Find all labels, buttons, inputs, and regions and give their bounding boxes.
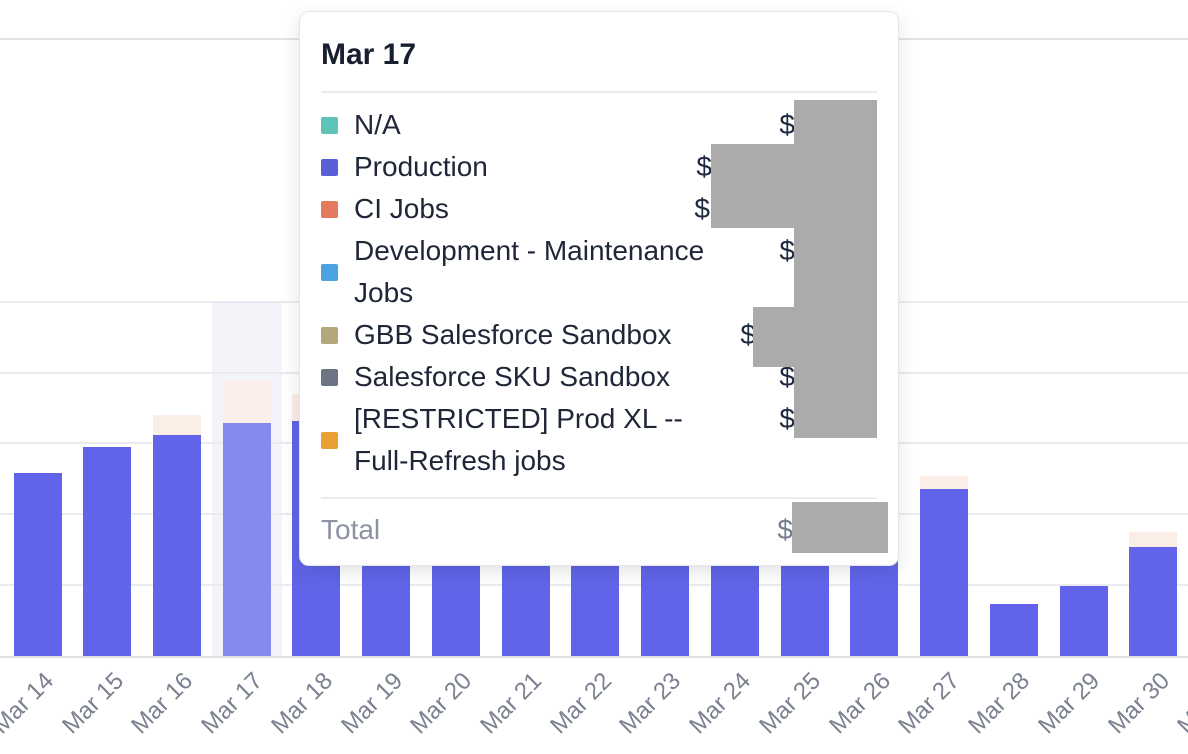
bar-ci-cap-mar-16[interactable] <box>152 415 201 435</box>
bar-mar-14[interactable] <box>13 473 62 656</box>
x-axis-label: Mar 31 <box>1172 667 1188 740</box>
x-axis-label: Mar 14 <box>0 667 59 740</box>
tooltip-series-value-prefix: $ <box>740 319 756 350</box>
series-color-swatch-icon <box>321 200 338 218</box>
bar-mar-28[interactable] <box>989 604 1038 656</box>
x-axis-label: Mar 18 <box>265 667 338 740</box>
tooltip-total-label: Total <box>321 514 381 545</box>
bar-ci-cap-mar-30[interactable] <box>1129 532 1178 547</box>
x-axis-label: Mar 25 <box>754 667 827 740</box>
tooltip-series-row: Development - Maintenance Jobs $ <box>321 230 877 314</box>
tooltip-series-label: GBB Salesforce Sandbox <box>354 319 672 350</box>
tooltip-series-row: CI Jobs $ <box>321 188 877 230</box>
bar-ci-cap-mar-17[interactable] <box>222 380 271 423</box>
tooltip-series-row: N/A $ <box>321 104 877 146</box>
x-axis-label: Mar 26 <box>823 667 896 740</box>
x-axis-label: Mar 30 <box>1102 667 1175 740</box>
tooltip-total-value-prefix: $ <box>777 514 793 545</box>
tooltip-series-value-prefix: $ <box>779 403 795 434</box>
x-axis-line <box>0 656 1188 658</box>
x-axis-label: Mar 29 <box>1033 667 1105 740</box>
x-axis-label: Mar 23 <box>614 667 687 740</box>
x-axis-label: Mar 19 <box>335 667 408 740</box>
redaction-box <box>753 307 794 367</box>
redaction-box <box>794 100 877 438</box>
bar-mar-17[interactable] <box>222 423 271 656</box>
tooltip-series-row: GBB Salesforce Sandbox $ <box>321 314 877 356</box>
tooltip-title: Mar 17 <box>321 38 417 71</box>
series-color-swatch-icon <box>321 326 338 344</box>
x-axis-label: Mar 28 <box>963 667 1036 740</box>
tooltip-divider <box>321 497 877 499</box>
tooltip-series-value-prefix: $ <box>696 151 712 182</box>
bar-mar-29[interactable] <box>1059 586 1108 656</box>
tooltip-series-label: Production <box>354 151 488 182</box>
bar-mar-15[interactable] <box>83 447 132 656</box>
series-color-swatch-icon <box>321 116 338 134</box>
redaction-box <box>792 502 888 553</box>
x-axis-label: Mar 22 <box>544 667 617 740</box>
tooltip-series-list: N/A $ Production $ CI Jobs $ Development - Mai… <box>321 104 877 482</box>
tooltip-series-value-prefix: $ <box>779 361 795 392</box>
tooltip-series-label: N/A <box>354 109 401 140</box>
tooltip-series-row: Production $ <box>321 146 877 188</box>
bar-ci-cap-mar-27[interactable] <box>920 476 969 489</box>
tooltip-divider <box>321 91 877 93</box>
x-axis-label: Mar 24 <box>684 667 757 740</box>
tooltip-total-row: Total $ <box>321 509 877 551</box>
tooltip-series-value-prefix: $ <box>694 193 710 224</box>
tooltip-series-label: [RESTRICTED] Prod XL -- Full-Refresh job… <box>354 403 683 476</box>
tooltip-series-label: Development - Maintenance Jobs <box>354 235 705 308</box>
tooltip-series-value-prefix: $ <box>779 235 795 266</box>
series-color-swatch-icon <box>321 431 338 449</box>
x-axis-label: Mar 27 <box>893 667 966 740</box>
bar-mar-27[interactable] <box>920 489 969 656</box>
bar-mar-16[interactable] <box>152 435 201 656</box>
bar-mar-30[interactable] <box>1129 547 1178 656</box>
series-color-swatch-icon <box>321 368 338 386</box>
tooltip-series-row: [RESTRICTED] Prod XL -- Full-Refresh job… <box>321 398 877 482</box>
x-axis-label: Mar 15 <box>56 667 129 740</box>
x-axis-label: Mar 17 <box>196 667 269 740</box>
series-color-swatch-icon <box>321 263 338 281</box>
x-axis-label: Mar 21 <box>475 667 548 740</box>
tooltip-series-label: CI Jobs <box>354 193 449 224</box>
x-axis-label: Mar 16 <box>126 667 199 740</box>
x-axis-label: Mar 20 <box>405 667 478 740</box>
series-color-swatch-icon <box>321 158 338 176</box>
redaction-box <box>711 144 794 228</box>
tooltip-series-row: Salesforce SKU Sandbox $ <box>321 356 877 398</box>
tooltip-series-label: Salesforce SKU Sandbox <box>354 361 670 392</box>
tooltip-series-value-prefix: $ <box>779 109 795 140</box>
